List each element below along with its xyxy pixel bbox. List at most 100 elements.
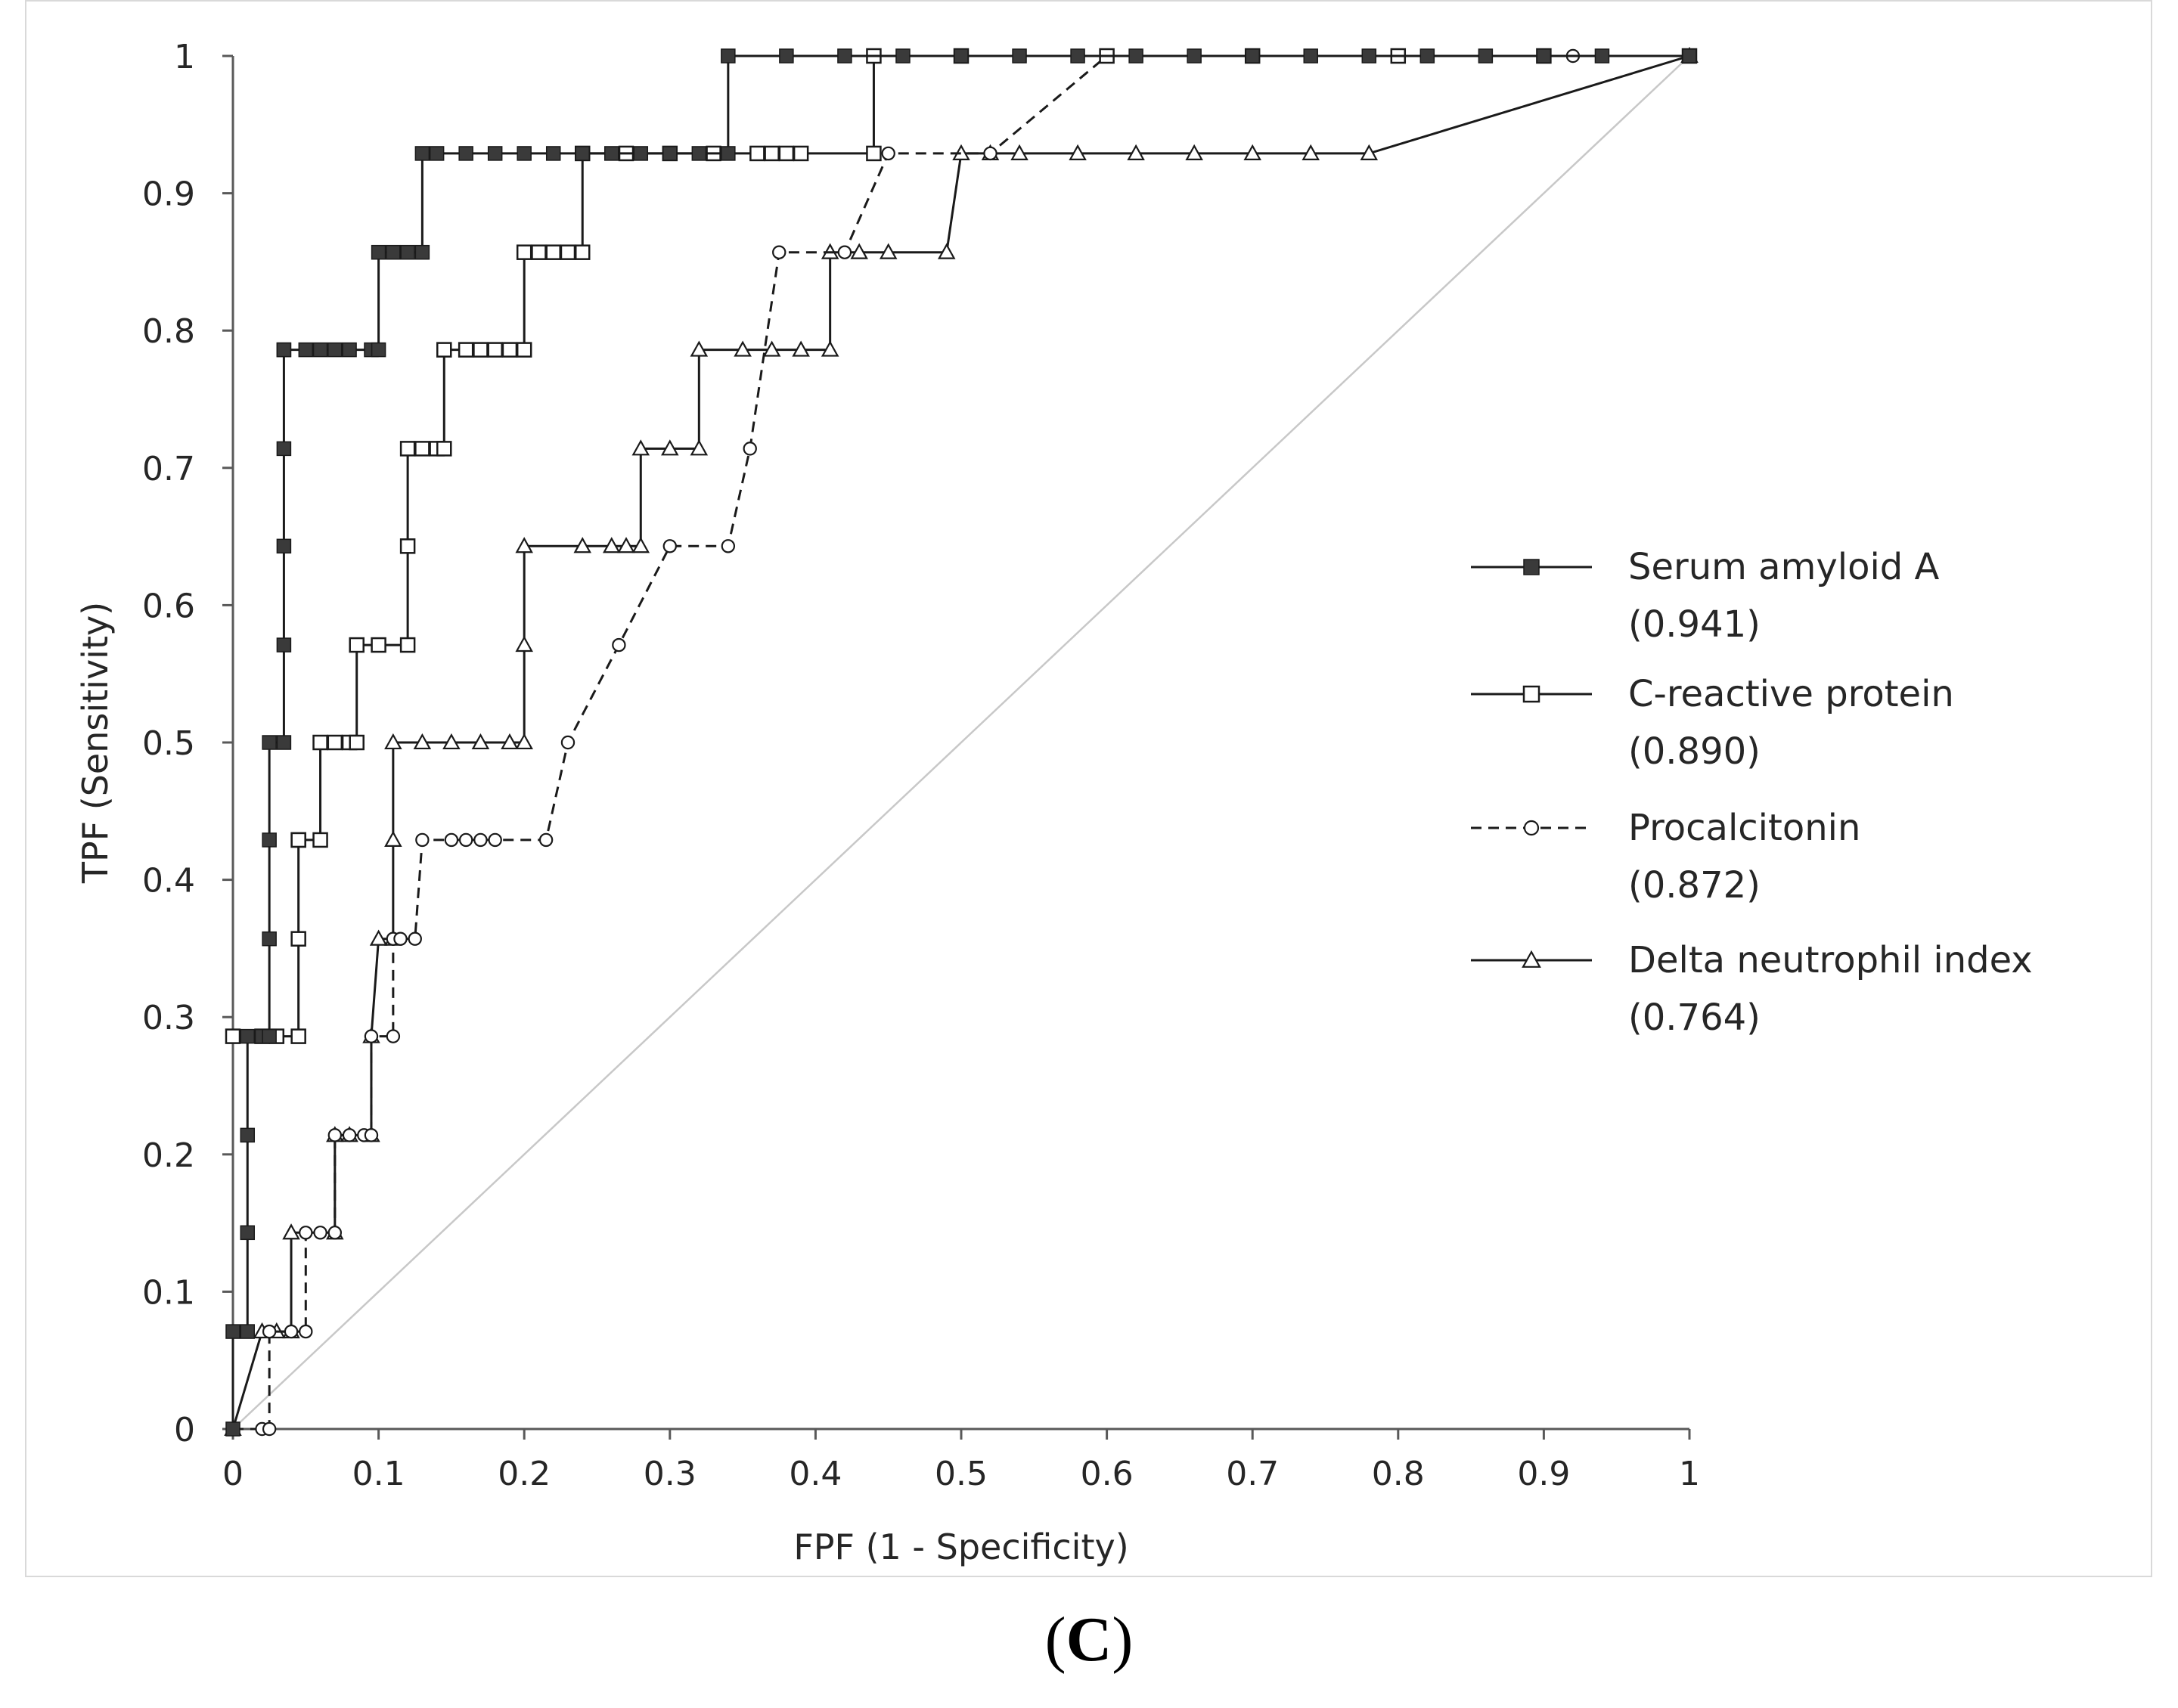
legend-swatch-marker	[1522, 685, 1540, 703]
data-point	[299, 1226, 313, 1240]
y-tick-label: 0.5	[142, 724, 195, 763]
data-point	[458, 146, 473, 161]
data-point	[386, 244, 401, 260]
data-point	[384, 733, 402, 750]
data-point	[1682, 48, 1697, 64]
data-point	[1536, 48, 1552, 64]
x-axis-title: FPF (1 - Specificity)	[793, 1527, 1128, 1567]
data-point	[290, 832, 306, 848]
data-point	[631, 439, 650, 456]
y-axis-title: TPF (Sensitivity)	[75, 602, 116, 884]
data-point	[1010, 144, 1028, 160]
data-point	[1187, 48, 1202, 64]
data-point	[473, 342, 489, 358]
x-tick-label: 0.5	[935, 1455, 988, 1493]
data-point	[262, 1324, 277, 1339]
data-point	[436, 441, 452, 457]
data-point	[792, 340, 810, 357]
data-point	[560, 244, 576, 260]
data-point	[276, 735, 292, 750]
data-point	[414, 244, 430, 260]
data-point	[1594, 48, 1610, 64]
data-point	[501, 342, 518, 358]
y-tick-label: 0.8	[142, 312, 195, 351]
data-point	[393, 931, 408, 946]
legend-item-procalcitonin: Procalcitonin (0.872)	[1471, 807, 1860, 907]
data-point	[276, 637, 292, 653]
data-point	[327, 734, 343, 751]
reference-diagonal	[232, 55, 1690, 1430]
legend-label: Procalcitonin	[1628, 807, 1860, 849]
y-tick-label: 0	[174, 1411, 195, 1449]
data-point	[866, 145, 882, 162]
y-tick-label: 1	[174, 38, 195, 76]
series-line-c-reactive-protein	[233, 54, 1689, 1038]
data-point	[793, 145, 809, 162]
data-point	[895, 48, 911, 64]
data-point	[1303, 48, 1318, 64]
panel-label-open: (	[1044, 1604, 1066, 1675]
y-tick-label: 0.3	[142, 999, 195, 1037]
data-point	[298, 342, 314, 358]
data-point	[413, 733, 432, 750]
data-point	[954, 48, 969, 64]
data-point	[399, 441, 416, 457]
data-point	[458, 832, 473, 848]
data-point	[1361, 48, 1377, 64]
x-tick-label: 0.3	[644, 1455, 697, 1493]
data-point	[349, 734, 365, 751]
data-point	[276, 538, 292, 554]
data-point	[444, 832, 459, 848]
data-point	[313, 1226, 327, 1240]
data-point	[983, 146, 997, 161]
data-point	[240, 1127, 256, 1143]
data-point	[458, 342, 474, 358]
y-tick-label: 0.1	[142, 1273, 195, 1312]
data-point	[734, 340, 752, 357]
data-point	[661, 439, 679, 456]
data-point	[225, 1324, 240, 1339]
data-point	[749, 145, 765, 162]
y-tick-label: 0.2	[142, 1136, 195, 1175]
data-point	[850, 243, 868, 259]
data-point	[545, 244, 561, 260]
data-point	[342, 1128, 357, 1142]
data-point	[442, 733, 461, 750]
data-point	[399, 538, 416, 554]
data-point	[299, 1324, 313, 1339]
series-line-procalcitonin	[233, 54, 1689, 1431]
legend-auc: (0.872)	[1628, 864, 1761, 907]
series-layer	[224, 46, 1699, 1437]
y-tick-label: 0.9	[142, 175, 195, 214]
data-point	[764, 145, 780, 162]
data-point	[471, 733, 490, 750]
data-point	[436, 342, 452, 358]
data-point	[538, 832, 554, 848]
data-point	[487, 342, 503, 358]
data-point	[364, 1029, 379, 1043]
x-tick-label: 0	[222, 1455, 244, 1493]
data-point	[937, 243, 956, 259]
legend-label: C-reactive protein	[1628, 673, 1954, 715]
data-point	[371, 637, 386, 653]
data-point	[290, 931, 306, 947]
x-tick-label: 0.8	[1372, 1455, 1425, 1493]
data-point	[515, 537, 533, 553]
legend-label: Delta neutrophil index	[1628, 939, 2033, 981]
data-point	[276, 441, 292, 457]
legend-auc: (0.890)	[1628, 730, 1761, 773]
data-point	[487, 146, 503, 161]
x-tick-label: 0.6	[1081, 1455, 1134, 1493]
data-point	[690, 439, 709, 456]
data-point	[516, 342, 532, 358]
legend-swatch-marker	[1523, 820, 1540, 836]
legend-swatch-marker	[1523, 559, 1540, 575]
data-point	[1185, 144, 1203, 160]
data-point	[574, 244, 591, 260]
data-point	[262, 1028, 277, 1044]
data-point	[384, 830, 402, 847]
data-point	[560, 735, 576, 750]
data-point	[690, 340, 709, 357]
data-point	[414, 146, 430, 161]
